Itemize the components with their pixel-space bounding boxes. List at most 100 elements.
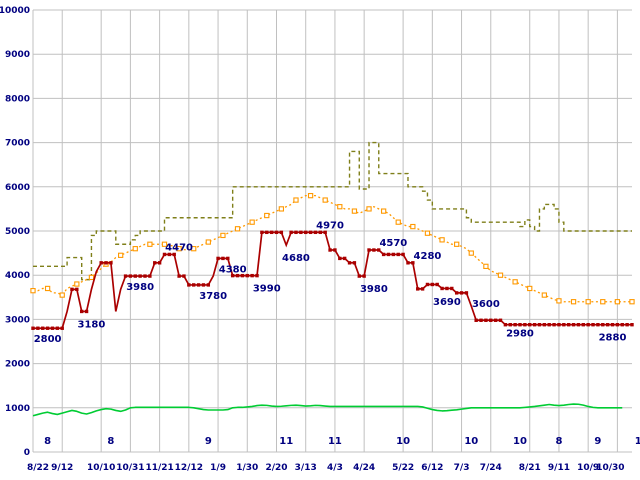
upper-dotted-path xyxy=(33,194,632,303)
primary-line-marker xyxy=(235,273,240,278)
upper-dotted-marker xyxy=(541,292,547,298)
primary-line-marker xyxy=(333,248,337,252)
upper-dotted-marker xyxy=(264,212,270,219)
y-axis-tick-label: 0 xyxy=(24,448,30,458)
upper-dotted-marker xyxy=(191,246,197,252)
primary-line-marker xyxy=(99,261,103,265)
x-axis-tick-labels: 8/22 9/12 10/10 10/31 11/21 12/12 1/9 1/30 2/20 3… xyxy=(27,463,625,473)
upper-dotted-marker xyxy=(556,298,562,304)
bottom-line-label: 10 xyxy=(464,436,478,447)
primary-line-marker xyxy=(216,256,220,261)
primary-line-marker xyxy=(182,274,186,278)
primary-line-marker xyxy=(610,323,615,327)
primary-data-label: 2880 xyxy=(599,333,627,344)
primary-line-marker xyxy=(269,230,274,235)
x-axis-tick-label: 1/9 xyxy=(210,463,226,473)
primary-line-marker xyxy=(70,287,74,292)
primary-data-label: 4680 xyxy=(282,253,310,264)
primary-line-marker xyxy=(537,323,542,327)
primary-line-marker xyxy=(401,252,405,257)
primary-line-marker xyxy=(31,326,35,330)
primary-line-marker xyxy=(338,256,342,261)
primary-line-marker xyxy=(605,323,610,327)
primary-line-marker xyxy=(162,252,167,257)
primary-line-marker xyxy=(128,274,133,278)
primary-line-marker xyxy=(513,323,517,327)
primary-line-marker xyxy=(493,318,498,322)
primary-line-marker xyxy=(479,318,483,322)
upper-dotted-marker xyxy=(629,299,635,305)
upper-dotted-marker xyxy=(118,252,124,258)
primary-data-label: 3990 xyxy=(253,284,281,295)
primary-line-marker xyxy=(557,323,561,327)
primary-data-label: 3600 xyxy=(472,299,500,310)
primary-line-marker xyxy=(138,274,142,278)
upper-dotted-marker xyxy=(30,288,36,294)
upper-dotted-marker xyxy=(614,299,621,305)
primary-line-marker xyxy=(464,291,469,295)
upper-dotted-marker xyxy=(74,281,80,287)
x-axis-tick-label: 8/22 xyxy=(27,463,49,473)
primary-line-marker xyxy=(36,326,40,330)
primary-data-label: 2980 xyxy=(506,328,534,339)
upper-dotted-marker xyxy=(147,241,153,247)
primary-line-marker xyxy=(308,230,313,235)
primary-line-marker xyxy=(440,286,444,291)
primary-line-marker xyxy=(109,261,113,265)
upper-dotted-marker xyxy=(366,206,372,212)
primary-line-marker xyxy=(445,286,449,291)
upper-dotted-marker xyxy=(337,204,343,210)
upper-dotted-marker xyxy=(439,237,445,243)
primary-line-marker xyxy=(396,252,400,257)
y-axis-tick-label: 9000 xyxy=(5,50,30,60)
primary-line-path xyxy=(33,231,632,330)
primary-line-marker xyxy=(489,318,493,322)
primary-line-marker xyxy=(196,283,201,287)
y-axis-tick-label: 8000 xyxy=(5,94,30,104)
primary-line-marker xyxy=(391,252,396,257)
primary-line-marker xyxy=(532,323,537,327)
primary-line-marker xyxy=(84,309,89,314)
primary-data-label: 4380 xyxy=(219,264,247,275)
bottom-line-label: 11 xyxy=(279,436,293,447)
primary-line-marker xyxy=(157,261,162,265)
primary-line-marker xyxy=(591,323,595,327)
grid-lines xyxy=(32,9,632,453)
primary-line-marker xyxy=(362,274,366,278)
primary-line-marker xyxy=(386,252,391,257)
bottom-line-path xyxy=(32,403,623,417)
bottom-line-label: 8 xyxy=(44,436,51,447)
upper-dotted-marker xyxy=(205,239,211,245)
primary-line-marker xyxy=(265,230,269,235)
upper-dotted-marker xyxy=(351,208,358,214)
y-axis-tick-label: 10000 xyxy=(0,6,30,16)
primary-line-marker xyxy=(313,230,318,235)
x-axis-tick-label: 12/12 xyxy=(175,463,203,473)
x-axis-tick-label: 9/11 xyxy=(548,463,570,473)
primary-line-marker xyxy=(503,323,508,327)
primary-line-marker xyxy=(508,323,512,327)
primary-line-marker xyxy=(542,323,547,327)
primary-line-marker xyxy=(566,323,571,327)
primary-line-marker xyxy=(279,230,284,235)
primary-line-marker xyxy=(352,261,357,265)
upper-dotted-marker xyxy=(497,272,504,278)
series-upper-dashed xyxy=(33,141,632,281)
x-axis-tick-label: 7/24 xyxy=(480,463,502,473)
upper-dotted-marker xyxy=(380,208,387,214)
bottom-line-label: 8 xyxy=(107,436,114,447)
bottom-line-labels: 8891111101010891011 xyxy=(44,436,640,447)
y-axis-tick-label: 1000 xyxy=(5,404,30,414)
y-axis-tick-label: 5000 xyxy=(5,227,30,237)
upper-dashed-path xyxy=(33,141,632,281)
primary-line-marker xyxy=(75,287,79,292)
bottom-line-label: 11 xyxy=(328,436,342,447)
bottom-line-label: 9 xyxy=(594,436,601,447)
y-axis-tick-label: 3000 xyxy=(5,315,30,325)
primary-line-marker xyxy=(425,282,430,287)
primary-line-marker xyxy=(416,287,420,291)
x-axis-tick-label: 9/12 xyxy=(51,463,73,473)
primary-line-marker xyxy=(123,274,128,278)
primary-line-marker xyxy=(50,326,55,330)
primary-line-marker xyxy=(148,274,152,278)
